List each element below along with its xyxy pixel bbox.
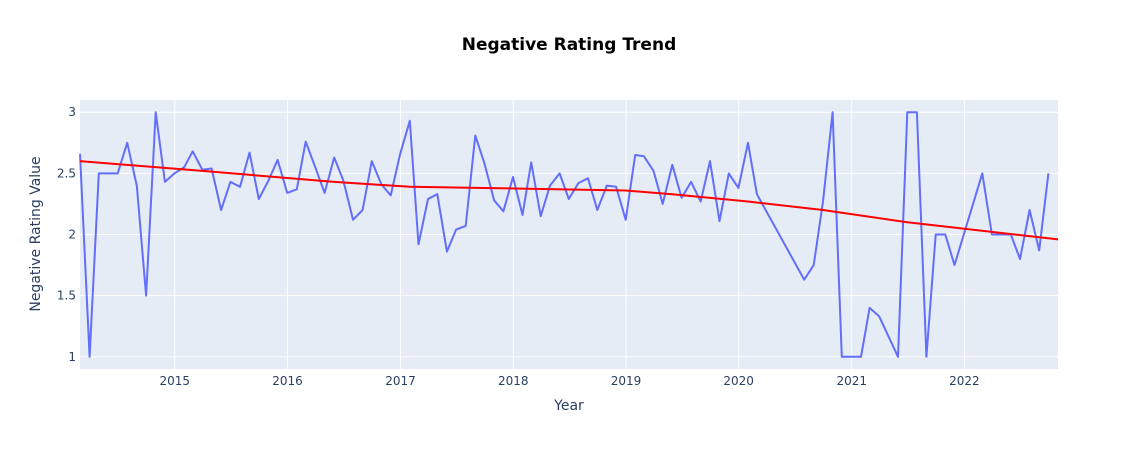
- y-tick-label: 3: [68, 105, 76, 119]
- x-gridlines: [174, 100, 965, 369]
- x-axis-title: Year: [553, 398, 584, 414]
- series-layer: [79, 111, 1059, 358]
- x-axis-ticks: 2015 2016 2017 2018 2019 2020 2021 2022: [160, 374, 980, 388]
- x-tick-label: 2016: [272, 374, 303, 388]
- x-tick-label: 2020: [723, 374, 754, 388]
- x-tick-label: 2021: [836, 374, 867, 388]
- x-tick-label: 2019: [611, 374, 642, 388]
- x-tick-label: 2022: [949, 374, 980, 388]
- y-axis-title: Negative Rating Value: [28, 156, 44, 311]
- y-tick-label: 1: [68, 350, 76, 364]
- x-tick-label: 2018: [498, 374, 529, 388]
- x-tick-label: 2017: [385, 374, 416, 388]
- y-tick-label: 1.5: [57, 289, 76, 303]
- y-axis-ticks: 1 1.5 2 2.5 3: [57, 105, 76, 364]
- rating-series-line: [79, 111, 1050, 358]
- y-tick-label: 2.5: [57, 166, 76, 180]
- x-tick-label: 2015: [160, 374, 191, 388]
- trend-line: [79, 160, 1059, 241]
- y-tick-label: 2: [68, 228, 76, 242]
- chart-title: Negative Rating Trend: [462, 35, 677, 55]
